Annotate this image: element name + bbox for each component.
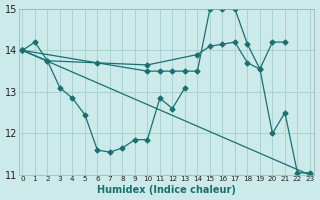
X-axis label: Humidex (Indice chaleur): Humidex (Indice chaleur) (97, 185, 236, 195)
